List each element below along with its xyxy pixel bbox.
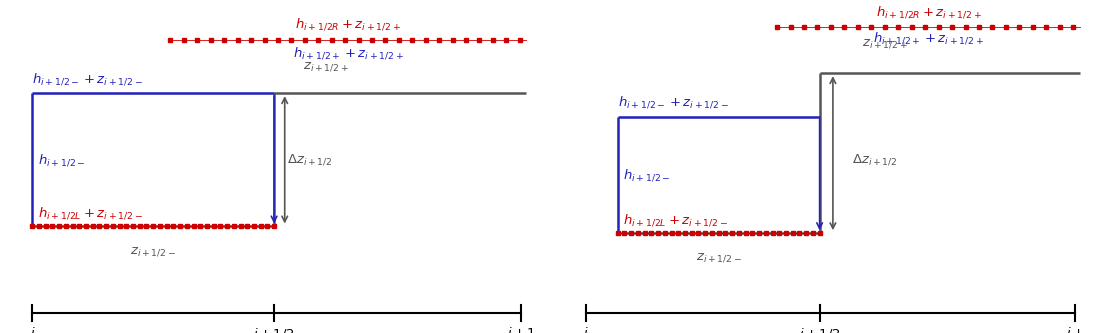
Text: $\Delta z_{i+1/2}$: $\Delta z_{i+1/2}$	[288, 153, 333, 167]
Text: $i+$: $i+$	[1066, 326, 1084, 333]
Text: $h_{i+1/2R}+z_{i+1/2+}$: $h_{i+1/2R}+z_{i+1/2+}$	[876, 4, 982, 20]
Text: $i$: $i$	[583, 326, 589, 333]
Text: $h_{i+1/2-}$: $h_{i+1/2-}$	[38, 152, 85, 168]
Text: $h_{i+1/2-}+z_{i+1/2-}$: $h_{i+1/2-}+z_{i+1/2-}$	[618, 94, 728, 110]
Text: $h_{i+1/2R}+z_{i+1/2+}$: $h_{i+1/2R}+z_{i+1/2+}$	[296, 16, 402, 32]
Text: $h_{i+1/2-}+z_{i+1/2-}$: $h_{i+1/2-}+z_{i+1/2-}$	[32, 71, 143, 87]
Text: $i$: $i$	[30, 326, 35, 333]
Text: $i+1/2$: $i+1/2$	[254, 326, 294, 333]
Text: $h_{i+1/2+}+z_{i+1/2+}$: $h_{i+1/2+}+z_{i+1/2+}$	[293, 45, 404, 61]
Text: $z_{i+1/2-}$: $z_{i+1/2-}$	[695, 251, 742, 264]
Text: $h_{i+1/2L}+z_{i+1/2-}$: $h_{i+1/2L}+z_{i+1/2-}$	[623, 212, 727, 228]
Text: $\Delta z_{i+1/2}$: $\Delta z_{i+1/2}$	[851, 153, 897, 167]
Text: $i+1$: $i+1$	[507, 326, 536, 333]
Text: $h_{i+1/2+}+z_{i+1/2+}$: $h_{i+1/2+}+z_{i+1/2+}$	[873, 31, 984, 46]
Text: $z_{i+1/2-}$: $z_{i+1/2-}$	[131, 245, 176, 258]
Text: $z_{i+1/2+}$: $z_{i+1/2+}$	[862, 37, 908, 50]
Text: $i+1/2$: $i+1/2$	[799, 326, 840, 333]
Text: $h_{i+1/2L}+z_{i+1/2-}$: $h_{i+1/2L}+z_{i+1/2-}$	[38, 206, 143, 221]
Text: $h_{i+1/2-}$: $h_{i+1/2-}$	[623, 167, 671, 183]
Text: $z_{i+1/2+}$: $z_{i+1/2+}$	[303, 60, 350, 73]
